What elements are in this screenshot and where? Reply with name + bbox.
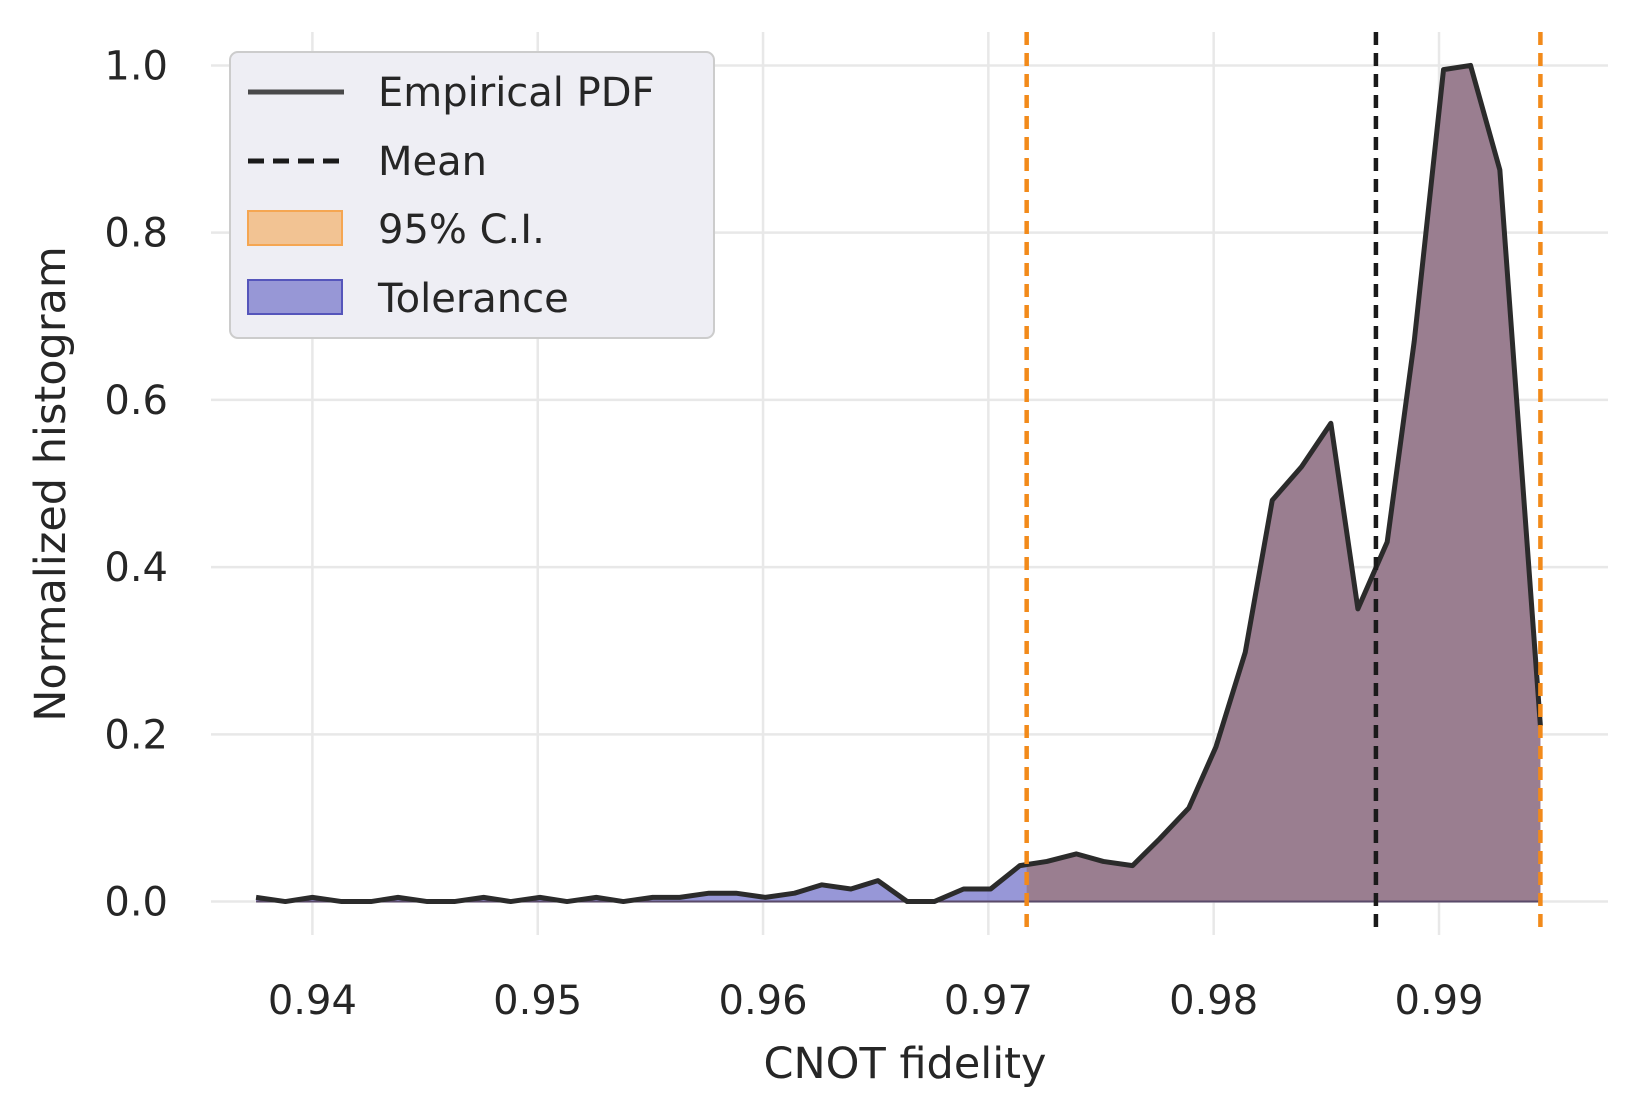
- y-tick-label: 0.2: [104, 712, 168, 758]
- x-tick-label: 0.96: [719, 978, 808, 1024]
- y-tick-label: 1.0: [104, 43, 168, 89]
- legend-ci-label: 95% C.I.: [378, 207, 545, 253]
- legend-mean-label: Mean: [378, 139, 487, 185]
- series-lines: [255, 32, 1543, 935]
- y-tick-label: 0.6: [104, 378, 168, 424]
- y-tick-label: 0.4: [104, 545, 168, 591]
- y-tick-label: 0.8: [104, 211, 168, 257]
- x-tick-label: 0.99: [1394, 978, 1483, 1024]
- x-tick-labels: 0.94 0.95 0.96 0.97 0.98 0.99: [268, 978, 1484, 1024]
- pdf-line: [255, 62, 1543, 905]
- x-tick-label: 0.95: [493, 978, 582, 1024]
- legend-pdf-label: Empirical PDF: [378, 70, 655, 116]
- y-tick-labels: 0.0 0.2 0.4 0.6 0.8 1.0: [104, 43, 168, 925]
- y-tick-label: 0.0: [104, 880, 168, 926]
- legend-tolerance-label: Tolerance: [377, 276, 569, 322]
- legend-ci-swatch: [247, 210, 343, 246]
- x-tick-label: 0.97: [944, 978, 1033, 1024]
- ci-area: [1026, 65, 1541, 902]
- x-axis-label: CNOT fidelity: [763, 1039, 1046, 1089]
- y-axis-label: Normalized histogram: [26, 246, 76, 722]
- x-tick-label: 0.98: [1169, 978, 1258, 1024]
- legend: Empirical PDF Mean 95% C.I. Tolerance: [229, 51, 715, 339]
- legend-tolerance-swatch: [247, 279, 343, 315]
- legend-frame: [229, 51, 715, 339]
- x-tick-label: 0.94: [268, 978, 357, 1024]
